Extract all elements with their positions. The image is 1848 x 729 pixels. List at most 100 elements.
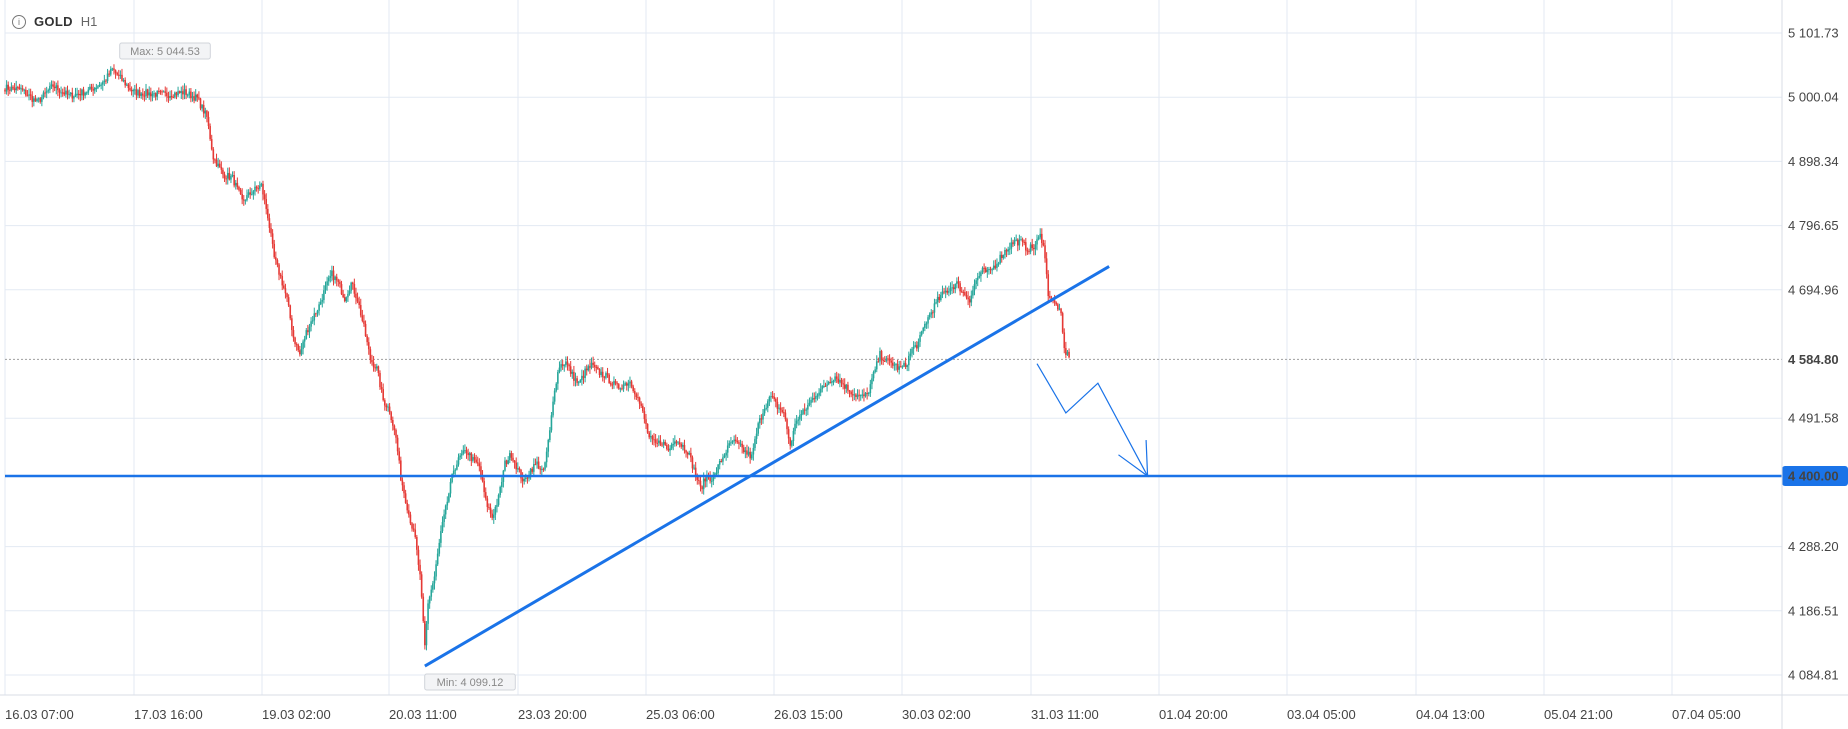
candle-body	[98, 84, 101, 87]
timeframe-label[interactable]: H1	[80, 14, 98, 29]
candle-body	[220, 167, 223, 170]
candle-body	[55, 85, 58, 89]
candle-body	[371, 360, 373, 363]
candle-body	[299, 350, 301, 355]
candle-body	[417, 549, 420, 565]
candle-body	[28, 94, 30, 96]
candle-body	[747, 451, 750, 455]
candle-body	[356, 298, 359, 302]
candle-body	[678, 442, 681, 445]
candle-body	[199, 98, 202, 109]
candle-body	[965, 295, 968, 298]
candle-body	[29, 94, 32, 96]
candle-body	[994, 265, 997, 268]
candle-body	[73, 96, 75, 99]
candle-body	[351, 282, 354, 285]
x-tick-label: 01.04 20:00	[1159, 707, 1228, 722]
candle-body	[215, 159, 218, 167]
candle-body	[895, 364, 897, 366]
candle-body	[669, 448, 671, 451]
candle-body	[446, 501, 449, 506]
candle-body	[358, 301, 360, 306]
candle-body	[925, 323, 928, 325]
candle-body	[552, 401, 554, 416]
candle-body	[808, 402, 811, 406]
candle-body	[390, 412, 393, 421]
candle-body	[573, 371, 575, 381]
candle-body	[632, 386, 634, 392]
candle-body	[659, 440, 662, 445]
candle-body	[448, 493, 450, 502]
candle-body	[922, 327, 925, 332]
candle-body	[127, 84, 130, 89]
candle-body	[848, 390, 851, 392]
candle-body	[379, 372, 381, 388]
candle-body	[424, 621, 426, 646]
candle-body	[167, 96, 170, 98]
candle-body	[432, 583, 434, 590]
candle-body	[710, 480, 713, 482]
candle-body	[858, 394, 860, 396]
candle-body	[411, 523, 413, 529]
candle-body	[90, 86, 93, 89]
candle-body	[576, 378, 578, 383]
candle-body	[375, 366, 378, 369]
candle-body	[677, 442, 679, 444]
candle-body	[1016, 239, 1019, 246]
candle-body	[214, 159, 216, 161]
candle-body	[169, 95, 171, 98]
candle-body	[230, 175, 232, 180]
candle-body	[491, 513, 493, 518]
candle-body	[194, 94, 197, 101]
candle-body	[766, 401, 769, 408]
candle-body	[758, 418, 761, 424]
y-tick-label: 5 000.04	[1788, 90, 1839, 105]
candle-body	[597, 367, 599, 370]
candle-body	[555, 383, 558, 391]
candle-body	[172, 97, 175, 99]
candle-body	[856, 394, 859, 398]
candle-body	[702, 478, 705, 490]
candle-body	[307, 330, 309, 333]
candle-body	[941, 291, 944, 295]
candle-body	[382, 389, 384, 401]
candle-body	[887, 358, 889, 360]
candle-body	[433, 576, 436, 584]
candle-body	[326, 281, 328, 286]
candle-body	[137, 90, 139, 96]
info-icon[interactable]: i	[12, 14, 26, 29]
candle-body	[715, 473, 718, 475]
candle-body	[422, 596, 425, 622]
candle-body	[899, 366, 902, 368]
candle-body	[794, 423, 796, 431]
symbol-label: GOLD	[34, 14, 73, 29]
candle-body	[520, 469, 522, 479]
candle-body	[853, 394, 856, 396]
candle-body	[145, 89, 147, 97]
candle-body	[451, 473, 453, 483]
candle-body	[521, 478, 524, 482]
candle-body	[949, 288, 952, 292]
candle-body	[1024, 242, 1027, 251]
candle-body	[310, 321, 312, 327]
candle-body	[300, 349, 303, 355]
candle-body	[709, 477, 711, 482]
candle-body	[125, 84, 128, 86]
candle-body	[645, 419, 647, 424]
candle-body	[919, 335, 921, 342]
x-tick-label: 25.03 06:00	[646, 707, 715, 722]
x-tick-label: 03.04 05:00	[1287, 707, 1356, 722]
candle-body	[1004, 250, 1006, 256]
candle-body	[855, 394, 857, 398]
candle-body	[134, 89, 136, 91]
candle-body	[997, 263, 1000, 265]
candle-body	[988, 269, 990, 271]
candle-body	[425, 623, 428, 646]
candle-body	[291, 318, 293, 331]
candle-body	[148, 92, 151, 96]
candle-body	[17, 87, 19, 89]
candle-body	[1042, 242, 1045, 246]
candle-body	[637, 397, 639, 399]
candle-body	[419, 564, 421, 575]
